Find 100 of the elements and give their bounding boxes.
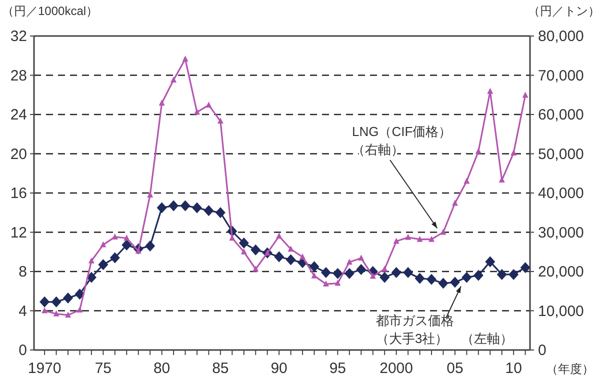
point: [496, 268, 507, 280]
point: [180, 200, 190, 212]
y-tick-label: 32: [10, 28, 27, 45]
point: [428, 236, 435, 242]
point: [276, 232, 282, 239]
point: [192, 202, 202, 214]
point: [145, 240, 156, 252]
point: [40, 296, 50, 308]
point: [240, 248, 247, 254]
point: [252, 266, 259, 272]
y-tick-label: 28: [10, 67, 27, 84]
point: [63, 292, 74, 304]
x-tick-label: 75: [94, 360, 112, 377]
point: [485, 256, 496, 268]
point: [356, 264, 366, 276]
point: [382, 266, 388, 272]
point: [475, 148, 482, 154]
point: [450, 276, 460, 288]
x-axis-title: （年度）: [546, 362, 594, 376]
y2-tick-label: 30,000: [538, 224, 584, 242]
y2-tick-label: 40,000: [538, 185, 584, 202]
point: [53, 310, 60, 316]
y-tick-label: 20: [10, 146, 27, 163]
y2-axis-title: （円／トン）: [528, 4, 600, 18]
point: [65, 312, 72, 318]
x-tick-label: 85: [212, 360, 229, 377]
y2-tick-label: 70,000: [538, 67, 584, 84]
point: [51, 296, 62, 308]
point: [520, 262, 530, 274]
point: [322, 280, 329, 287]
x-tick-label: 80: [153, 360, 170, 377]
point: [156, 202, 167, 214]
y-tick-label: 8: [18, 264, 27, 280]
point: [380, 272, 390, 283]
point: [274, 251, 284, 262]
point: [288, 246, 294, 252]
point: [452, 200, 458, 206]
point: [168, 200, 179, 212]
point: [204, 205, 214, 216]
point: [194, 108, 200, 115]
y-tick-label: 16: [10, 185, 27, 202]
x-tick-label: 95: [329, 360, 346, 377]
point: [414, 272, 425, 284]
point: [238, 238, 249, 249]
point: [403, 266, 414, 278]
point: [508, 268, 519, 280]
point: [464, 178, 470, 184]
y-tick-label: 0: [18, 342, 27, 359]
point: [473, 270, 484, 281]
point: [334, 280, 341, 286]
point: [462, 272, 472, 283]
point: [286, 254, 296, 266]
y-tick-label: 4: [18, 302, 27, 320]
point: [217, 118, 224, 124]
point: [358, 254, 364, 261]
point: [182, 56, 188, 62]
y2-tick-label: 10,000: [538, 302, 584, 320]
point: [370, 272, 376, 279]
y-tick-label: 12: [10, 224, 27, 242]
point: [76, 306, 83, 312]
point: [426, 274, 437, 285]
y2-tick-label: 50,000: [538, 146, 584, 163]
point: [510, 149, 517, 156]
x-tick-label: 2000: [380, 360, 414, 377]
x-tick-label: 05: [446, 360, 464, 377]
text: 都市ガス価格（大手3社） （左軸）: [376, 313, 514, 346]
point: [346, 258, 352, 265]
point: [42, 307, 48, 314]
point: [522, 92, 528, 98]
point: [300, 253, 306, 260]
point: [170, 76, 177, 82]
y-axis-title: （円／1000kcal）: [2, 4, 98, 18]
point: [438, 278, 448, 289]
y2-tick-label: 60,000: [538, 106, 584, 124]
point: [405, 234, 412, 240]
y2-tick-label: 20,000: [538, 264, 584, 280]
point: [215, 207, 226, 218]
point: [416, 236, 423, 242]
y2-tick-label: 0: [538, 342, 546, 359]
point: [122, 240, 132, 251]
point: [320, 266, 331, 278]
point: [100, 241, 106, 248]
x-tick-label: 90: [270, 360, 288, 377]
point: [391, 266, 402, 278]
y2-tick-label: 80,000: [538, 28, 584, 45]
point: [124, 234, 130, 241]
point: [487, 88, 494, 94]
x-tick-label: 1970: [28, 360, 62, 377]
point: [206, 102, 212, 108]
y-tick-label: 24: [10, 106, 27, 124]
point: [147, 191, 154, 198]
x-tick-label: 10: [505, 360, 522, 377]
point: [110, 252, 120, 264]
point: [74, 288, 85, 300]
point: [309, 261, 320, 272]
point: [440, 228, 446, 235]
point: [88, 257, 94, 264]
point: [86, 272, 96, 283]
point: [393, 238, 400, 244]
point: [98, 259, 108, 270]
